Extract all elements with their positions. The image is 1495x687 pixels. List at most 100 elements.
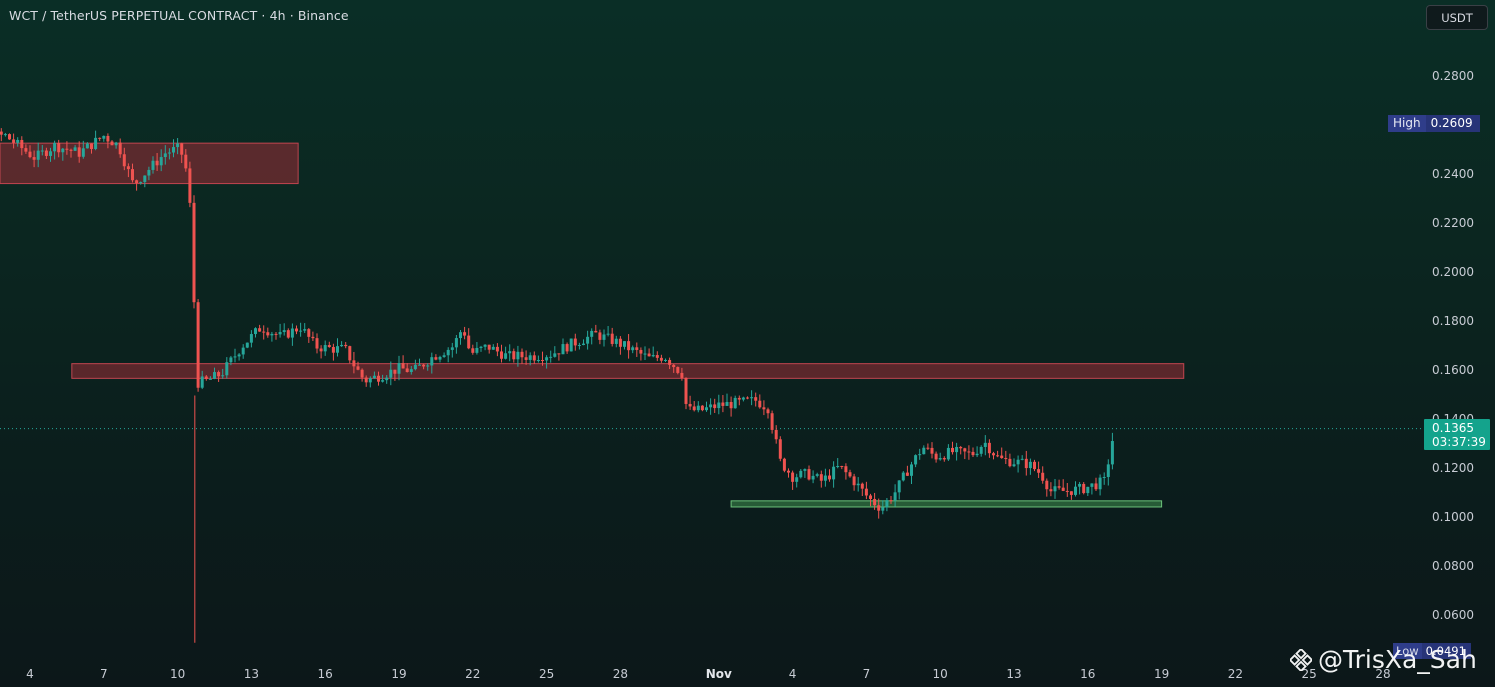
- candle-body: [1106, 464, 1110, 478]
- candle-body: [336, 346, 339, 353]
- candle-body: [475, 347, 479, 353]
- candle-body: [278, 332, 282, 335]
- price-tick-label: 0.2000: [1432, 265, 1474, 279]
- candle-body: [122, 154, 126, 167]
- candle-body: [155, 160, 159, 166]
- time-tick-label: 19: [1153, 667, 1170, 681]
- candle-body: [983, 442, 987, 447]
- candle-body: [905, 472, 909, 476]
- candle-body: [307, 329, 311, 337]
- candle-body: [512, 351, 516, 360]
- candle-body: [381, 380, 385, 382]
- candle-body: [126, 166, 130, 170]
- candle-body: [602, 334, 606, 340]
- candle-body: [180, 143, 184, 155]
- candle-body: [836, 465, 840, 467]
- candle-body: [737, 397, 741, 400]
- candle-body: [569, 338, 573, 352]
- watermark: @TrisXa_Sah: [1290, 645, 1477, 674]
- candle-body: [639, 349, 643, 354]
- candle-body: [16, 139, 20, 143]
- candle-body: [483, 344, 487, 347]
- candle-body: [897, 480, 901, 493]
- candle-body: [389, 369, 393, 378]
- time-tick-label: 4: [788, 667, 797, 681]
- candle-body: [114, 142, 118, 146]
- high-price-tag: High 0.2609: [1388, 115, 1480, 132]
- candle-body: [545, 357, 549, 361]
- candle-body: [922, 447, 926, 455]
- candle-body: [815, 474, 819, 476]
- candle-body: [577, 344, 581, 346]
- candle-body: [778, 439, 782, 459]
- candle-body: [795, 477, 799, 482]
- candle-body: [295, 328, 298, 332]
- candle-body: [877, 505, 881, 511]
- candle-body: [69, 149, 73, 151]
- candle-body: [106, 135, 110, 142]
- candle-body: [828, 475, 831, 480]
- candle-body: [668, 359, 672, 365]
- candle-body: [557, 353, 561, 355]
- candle-body: [200, 376, 204, 388]
- candle-body: [311, 336, 315, 339]
- candle-body: [229, 357, 233, 363]
- candle-body: [81, 148, 85, 157]
- candle-body: [1045, 480, 1049, 490]
- candle-body: [135, 180, 139, 184]
- candle-body: [1000, 455, 1004, 459]
- candle-body: [942, 458, 946, 460]
- candle-body: [176, 143, 180, 148]
- candle-body: [422, 364, 426, 367]
- candle-body: [914, 455, 918, 465]
- candle-body: [159, 157, 163, 166]
- time-tick-label: 22: [1227, 667, 1244, 681]
- candle-body: [901, 472, 905, 481]
- candle-body: [1090, 483, 1094, 487]
- candle-body: [1020, 458, 1024, 460]
- candle-body: [1102, 477, 1106, 479]
- candle-body: [524, 357, 528, 360]
- candle-body: [840, 465, 844, 467]
- candle-body: [536, 359, 540, 361]
- candle-body: [274, 333, 278, 335]
- candle-body: [32, 157, 36, 160]
- candle-body: [811, 475, 815, 480]
- price-tick-label: 0.0600: [1432, 608, 1474, 622]
- time-tick-label: 13: [243, 667, 260, 681]
- candle-body: [516, 351, 520, 360]
- candle-body: [102, 135, 106, 139]
- candle-body: [344, 344, 348, 347]
- resistance-zone[interactable]: [71, 363, 1185, 379]
- candle-body: [733, 397, 737, 409]
- candle-body: [598, 332, 602, 340]
- candle-body: [873, 498, 877, 506]
- price-zones: [0, 142, 1185, 508]
- candle-body: [1004, 458, 1008, 460]
- candle-body: [717, 402, 721, 409]
- candle-body: [500, 351, 503, 359]
- candle-body: [573, 338, 577, 346]
- candle-body: [565, 344, 569, 352]
- candle-body: [918, 454, 922, 456]
- candle-body: [65, 148, 69, 150]
- candle-body: [1016, 459, 1020, 465]
- candle-body: [606, 333, 610, 335]
- candle-body: [946, 447, 950, 460]
- candle-body: [1037, 469, 1041, 473]
- time-tick-label: 4: [26, 667, 34, 681]
- candle-body: [241, 347, 245, 355]
- support-zone[interactable]: [730, 500, 1163, 508]
- candle-body: [680, 372, 684, 378]
- candle-body: [225, 362, 229, 376]
- candle-body: [582, 343, 585, 345]
- time-tick-label: 13: [1006, 667, 1022, 681]
- currency-button[interactable]: USDT: [1426, 5, 1488, 30]
- candle-body: [659, 357, 663, 361]
- candle-body: [352, 360, 356, 367]
- candle-body: [94, 137, 98, 149]
- time-tick-label: 16: [317, 667, 333, 681]
- high-label: High: [1388, 115, 1426, 132]
- candle-body: [1041, 472, 1045, 481]
